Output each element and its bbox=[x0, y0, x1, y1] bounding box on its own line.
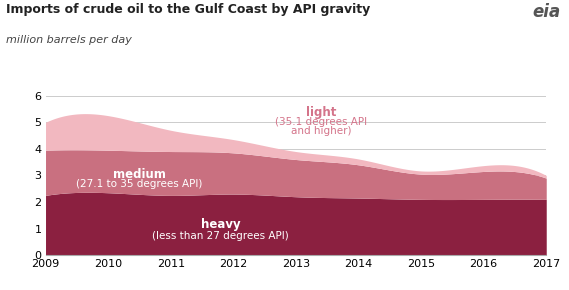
Text: (less than 27 degrees API): (less than 27 degrees API) bbox=[152, 231, 289, 241]
Text: Imports of crude oil to the Gulf Coast by API gravity: Imports of crude oil to the Gulf Coast b… bbox=[6, 3, 370, 16]
Text: heavy: heavy bbox=[201, 218, 241, 231]
Text: eia: eia bbox=[532, 3, 560, 21]
Text: light: light bbox=[306, 106, 336, 119]
Text: and higher): and higher) bbox=[291, 126, 351, 136]
Text: (27.1 to 35 degrees API): (27.1 to 35 degrees API) bbox=[76, 179, 203, 189]
Text: million barrels per day: million barrels per day bbox=[6, 35, 131, 45]
Text: medium: medium bbox=[113, 168, 166, 181]
Text: (35.1 degrees API: (35.1 degrees API bbox=[275, 117, 367, 127]
